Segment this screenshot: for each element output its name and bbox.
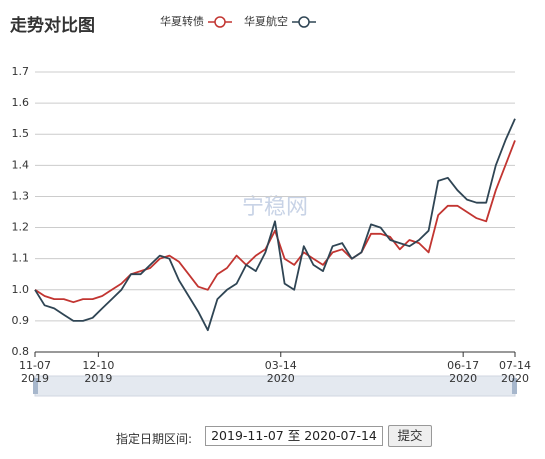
y-tick-label: 1.1 — [12, 252, 30, 265]
x-tick-label: 2019 — [21, 372, 49, 385]
y-tick-label: 1.0 — [12, 283, 30, 296]
zoom-handle[interactable] — [33, 378, 38, 394]
legend-label: 华夏转债 — [160, 14, 204, 28]
y-tick-label: 1.7 — [12, 65, 30, 78]
start-date: 2019-11-07 — [211, 428, 284, 443]
legend-label: 华夏航空 — [244, 14, 288, 28]
x-tick-label: 07-14 — [499, 359, 531, 372]
x-tick-label: 2020 — [501, 372, 529, 385]
form-label: 指定日期区间: — [116, 432, 193, 446]
legend-item[interactable]: 华夏转债 — [160, 14, 232, 28]
line — [34, 140, 516, 304]
x-tick-label: 03-14 — [265, 359, 297, 372]
x-tick-label: 12-10 — [82, 359, 114, 372]
watermark: 宁稳网 — [242, 195, 308, 220]
x-tick-label: 11-07 — [19, 359, 51, 372]
legend-marker — [298, 16, 310, 28]
y-tick-label: 0.9 — [12, 314, 30, 327]
y-tick-label: 0.8 — [12, 345, 30, 358]
chart-title: 走势对比图 — [10, 15, 95, 36]
legend-marker — [214, 16, 226, 28]
y-tick-label: 1.6 — [12, 96, 30, 109]
x-tick-label: 06-17 — [447, 359, 479, 372]
end-date: 2020-07-14 — [304, 428, 377, 443]
submit-button[interactable]: 提交 — [388, 425, 432, 447]
y-tick-label: 1.2 — [12, 221, 30, 234]
y-tick-label: 1.5 — [12, 127, 30, 140]
legend-item[interactable]: 华夏航空 — [244, 14, 316, 28]
date-range-input[interactable]: 2019-11-07 至 2020-07-14 — [205, 426, 383, 446]
date-form: 指定日期区间: 2019-11-07 至 2020-07-14 提交 — [0, 424, 545, 450]
y-tick-label: 1.3 — [12, 189, 30, 202]
zoom-handle[interactable] — [512, 378, 517, 394]
separator: 至 — [287, 428, 301, 443]
chart: 走势对比图 宁稳网 0.8 0.9 1.0 1.1 1.2 1.3 1.4 1.5 1.6 1.7… — [10, 14, 531, 397]
y-tick-label: 1.4 — [12, 158, 30, 171]
line — [34, 118, 516, 332]
x-tick-label: 2020 — [449, 372, 477, 385]
x-tick-label: 2019 — [84, 372, 112, 385]
x-tick-label: 2020 — [267, 372, 295, 385]
